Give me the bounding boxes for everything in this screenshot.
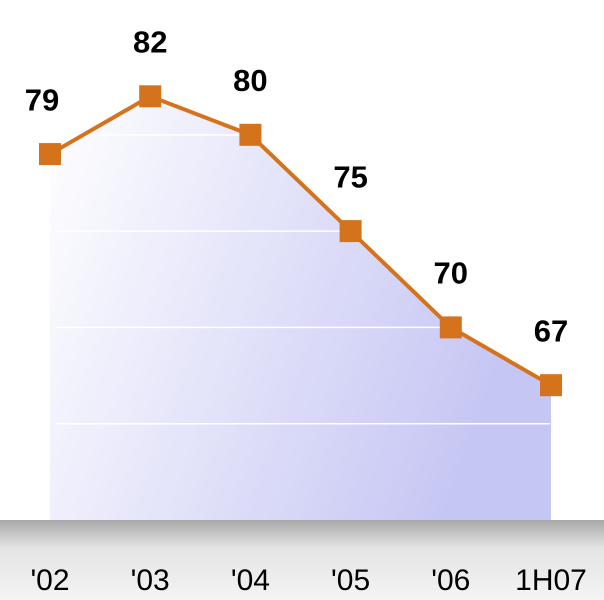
x-tick-label: '02: [30, 564, 69, 597]
marker: [540, 374, 562, 397]
marker: [439, 316, 462, 339]
data-label: 67: [534, 313, 568, 348]
x-tick-label: '04: [231, 564, 270, 597]
data-label: 75: [333, 159, 367, 194]
marker: [239, 123, 262, 146]
area: [50, 96, 551, 520]
x-tick-label: '05: [331, 564, 370, 597]
x-tick-label: '06: [431, 564, 470, 597]
axis-band: [0, 520, 604, 600]
marker: [39, 143, 61, 166]
data-label: 82: [133, 24, 167, 59]
line: [49, 94, 552, 387]
x-tick-label: 1H07: [515, 564, 587, 597]
marker: [339, 220, 362, 243]
data-label: 80: [233, 63, 267, 98]
marker: [139, 85, 162, 108]
data-label: 70: [434, 256, 468, 291]
x-tick-label: '03: [131, 564, 170, 597]
data-label: 79: [25, 82, 59, 117]
